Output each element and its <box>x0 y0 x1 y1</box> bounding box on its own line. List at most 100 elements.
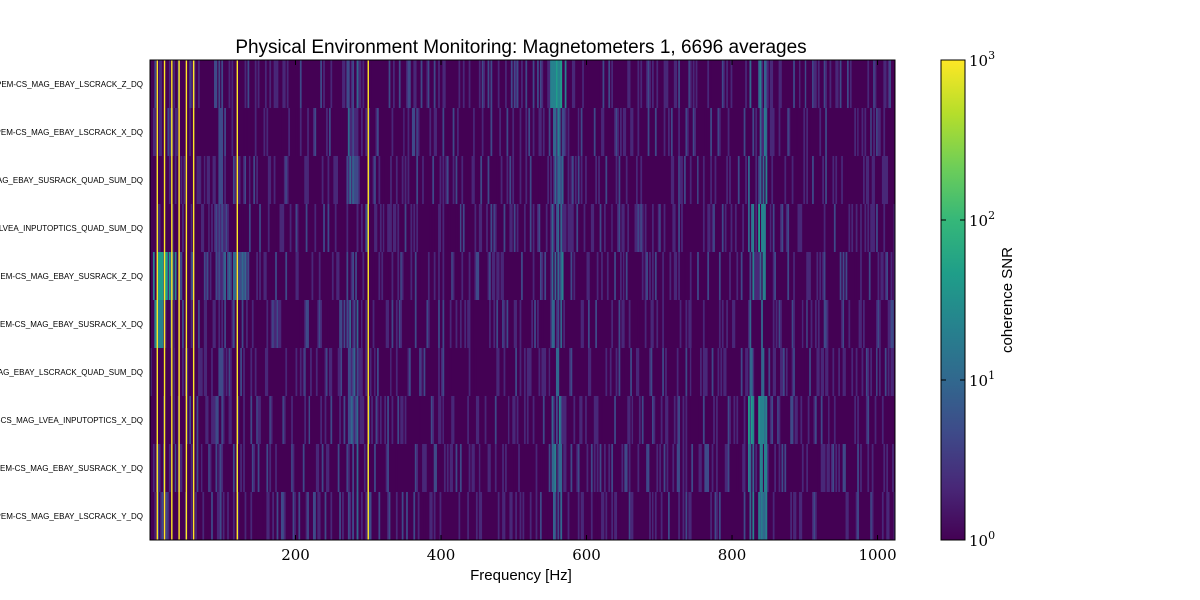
band-cell <box>221 300 224 348</box>
heatmap-cell <box>327 444 330 492</box>
heatmap-cell <box>587 252 590 300</box>
feature-cell <box>758 204 760 252</box>
heatmap-cell <box>523 204 526 252</box>
heatmap-cell <box>187 252 190 300</box>
heatmap-cell <box>864 348 867 396</box>
heatmap-cell <box>344 204 347 252</box>
heatmap-cell <box>413 204 416 252</box>
heatmap-cell <box>569 60 571 108</box>
band-cell <box>221 204 224 252</box>
heatmap-cell <box>429 444 432 492</box>
heatmap-cell <box>636 204 638 252</box>
heatmap-cell <box>711 348 714 396</box>
band-cell <box>761 444 763 492</box>
heatmap-cell <box>880 252 883 300</box>
heatmap-cell <box>858 108 861 156</box>
heatmap-cell <box>601 492 603 540</box>
heatmap-cell <box>883 156 886 204</box>
feature-cell <box>158 300 161 348</box>
heatmap-cell <box>860 444 862 492</box>
heatmap-cell <box>577 108 580 156</box>
heatmap-cell <box>382 156 385 204</box>
heatmap-cell <box>369 348 372 396</box>
heatmap-cell <box>570 348 573 396</box>
heatmap-cell <box>164 492 167 540</box>
heatmap-cell <box>532 204 535 252</box>
heatmap-cell <box>227 204 229 252</box>
heatmap-cell <box>467 396 469 444</box>
x-tick-label: 400 <box>427 546 456 564</box>
heatmap-cell <box>814 492 817 540</box>
heatmap-cell <box>561 204 564 252</box>
heatmap-cell <box>222 204 225 252</box>
heatmap-cell <box>154 60 157 108</box>
heatmap-cell <box>378 492 381 540</box>
heatmap-cell <box>250 348 253 396</box>
heatmap-cell <box>489 252 491 300</box>
heatmap-cell <box>173 300 176 348</box>
heatmap-cell <box>785 204 788 252</box>
band-cell <box>221 60 224 108</box>
heatmap-cell <box>459 444 462 492</box>
heatmap-cell <box>186 348 189 396</box>
heatmap-cell <box>641 396 644 444</box>
heatmap-cell <box>166 444 168 492</box>
heatmap-cell <box>579 108 582 156</box>
heatmap-cell <box>374 444 376 492</box>
feature-cell <box>553 60 555 108</box>
band-cell <box>762 156 765 204</box>
heatmap-cell <box>652 252 654 300</box>
row-label: PEM-CS_MAG_EBAY_LSCRACK_Y_DQ <box>0 512 143 521</box>
heatmap-cell <box>614 108 616 156</box>
heatmap-cell <box>388 252 391 300</box>
heatmap-cell <box>180 252 183 300</box>
heatmap-cell <box>550 252 552 300</box>
band-cell <box>749 492 752 540</box>
heatmap-cell <box>599 60 602 108</box>
heatmap-cell <box>678 108 680 156</box>
heatmap-cell <box>305 492 308 540</box>
heatmap-cell <box>375 204 378 252</box>
band-cell <box>221 156 224 204</box>
band-cell <box>356 156 359 204</box>
heatmap-cell <box>529 492 532 540</box>
heatmap-cell <box>653 396 656 444</box>
heatmap-cell <box>363 348 366 396</box>
heatmap-cell <box>672 156 675 204</box>
band-cell <box>555 204 558 252</box>
heatmap-cell <box>269 444 272 492</box>
feature-cell <box>560 60 563 108</box>
heatmap-cell <box>654 492 657 540</box>
heatmap-cell <box>668 492 670 540</box>
heatmap-cell <box>219 348 222 396</box>
heatmap-cell <box>443 60 446 108</box>
heatmap-cell <box>637 60 640 108</box>
heatmap-cell <box>813 396 816 444</box>
heatmap-cell <box>433 60 436 108</box>
heatmap-cell <box>595 396 598 444</box>
heatmap-cell <box>801 444 804 492</box>
heatmap-cell <box>323 60 325 108</box>
heatmap-cell <box>244 60 247 108</box>
feature-cell <box>171 252 174 300</box>
heatmap-cell <box>784 444 787 492</box>
heatmap-cell <box>512 108 515 156</box>
heatmap-cell <box>586 252 589 300</box>
band-cell <box>349 348 352 396</box>
heatmap-cell <box>641 204 644 252</box>
heatmap-cell <box>577 252 580 300</box>
heatmap-cell <box>180 156 183 204</box>
heatmap-cell <box>171 108 174 156</box>
heatmap-cell <box>772 108 775 156</box>
heatmap-cell <box>702 348 705 396</box>
band-cell <box>352 60 355 108</box>
heatmap-cell <box>876 348 878 396</box>
heatmap-cell <box>586 444 589 492</box>
heatmap-cell <box>240 348 242 396</box>
heatmap-cell <box>653 492 656 540</box>
heatmap-cell <box>713 396 715 444</box>
heatmap-cell <box>787 108 790 156</box>
feature-cell <box>164 252 167 300</box>
heatmap-cell <box>884 156 887 204</box>
heatmap-cell <box>237 492 240 540</box>
